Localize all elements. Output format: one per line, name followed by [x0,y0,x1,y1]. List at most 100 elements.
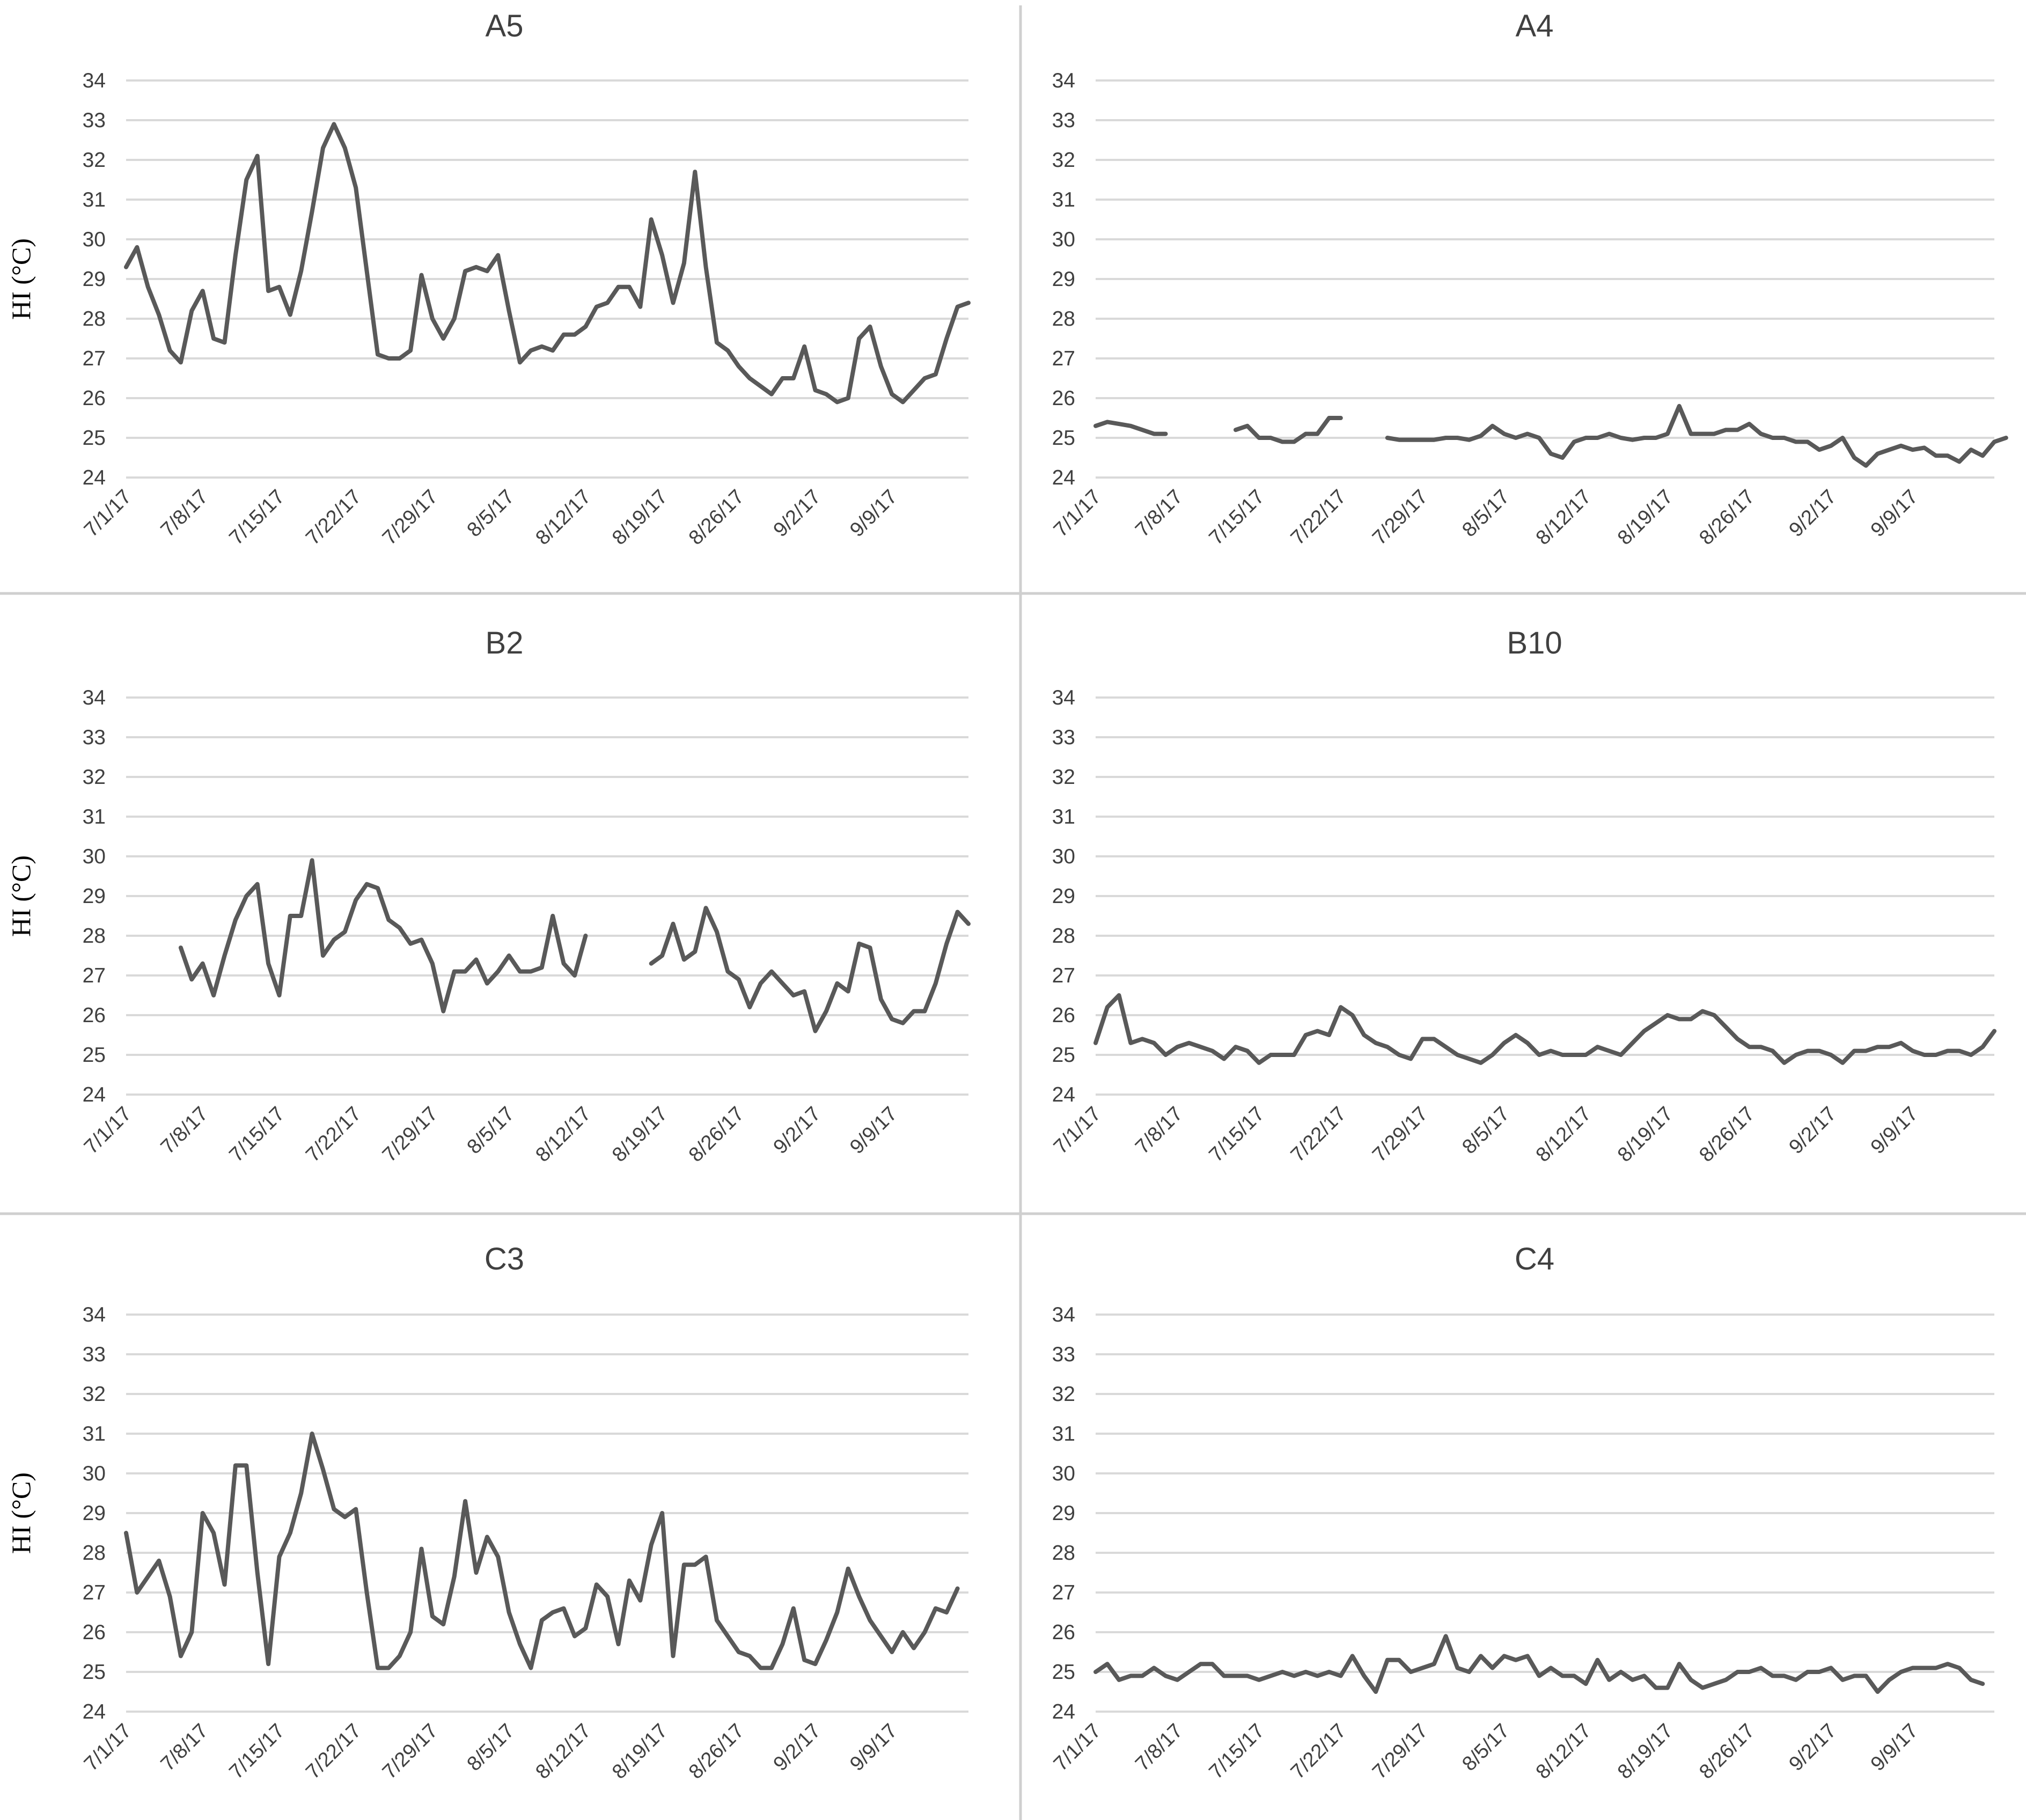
x-tick-label: 7/15/17 [1205,1720,1269,1784]
x-tick-label: 9/2/17 [1785,486,1840,541]
x-tick-label: 7/29/17 [1368,1720,1432,1784]
series-line-0 [1093,403,2008,468]
y-tick-label: 34 [1052,686,1075,709]
y-tick-label: 26 [83,1621,106,1644]
y-tick-label: 29 [1052,1502,1075,1525]
y-tick-label: 29 [83,268,106,291]
x-tick-label: 8/5/17 [1458,1103,1514,1158]
x-tick-label: 7/15/17 [225,1720,289,1784]
x-tick-label: 8/5/17 [463,1103,519,1158]
x-tick-label: 9/9/17 [846,1103,901,1158]
y-tick-label: 31 [1052,805,1075,828]
x-tick-label: 7/8/17 [1131,1103,1187,1158]
x-tick-label: 8/19/17 [608,1103,672,1166]
x-tick-label: 9/2/17 [1785,1720,1840,1775]
x-tick-label: 8/12/17 [531,486,595,549]
y-tick-label: 27 [83,347,106,370]
y-tick-label: 29 [83,885,106,908]
x-tick-label: 7/29/17 [378,1720,442,1784]
x-tick-label: 8/26/17 [1695,1720,1759,1784]
panel-title: C4 [1515,1242,1554,1276]
x-tick-label: 9/9/17 [846,1720,901,1775]
x-tick-label: 7/8/17 [1131,486,1187,541]
x-tick-label: 8/5/17 [1458,486,1514,541]
panel-a5: A5 24 25 26 27 28 29 30 31 32 33 34 HI (°C) 7/1/17 7/8… [6,9,971,549]
x-tick-label: 8/12/17 [1532,1103,1596,1166]
y-tick-label: 26 [1052,1004,1075,1027]
y-tick-label: 24 [83,466,106,489]
x-tick-label: 7/8/17 [157,1720,212,1775]
y-tick-label: 34 [83,1303,106,1326]
y-tick-label: 34 [83,686,106,709]
x-tick-label: 7/29/17 [1368,486,1432,549]
x-tick-label: 7/15/17 [1205,1103,1269,1166]
y-tick-label: 32 [1052,766,1075,789]
y-tick-label: 33 [1052,726,1075,749]
x-tick-label: 9/9/17 [846,486,901,541]
x-tick-label: 7/22/17 [302,1103,365,1166]
x-tick-label: 7/15/17 [225,1103,289,1166]
y-tick-label: 32 [83,766,106,789]
y-tick-label: 24 [83,1083,106,1106]
panel-title: B10 [1507,626,1562,661]
x-tick-label: 7/15/17 [225,486,289,549]
y-tick-label: 30 [1052,845,1075,868]
x-tick-label: 8/5/17 [1458,1720,1514,1775]
y-tick-label: 27 [83,1581,106,1604]
x-tick-label: 8/26/17 [685,486,748,549]
x-tick-label: 8/12/17 [531,1103,595,1166]
y-tick-label: 29 [1052,268,1075,291]
y-tick-label: 27 [1052,964,1075,987]
x-tick-label: 7/1/17 [1049,1720,1105,1775]
y-tick-label: 28 [83,924,106,948]
x-tick-label: 8/12/17 [531,1720,595,1784]
panel-b10: B10 24 25 26 27 28 29 30 31 32 33 34 7/1/17 7/8/17 7/1… [1049,626,1996,1166]
panel-title: C3 [485,1242,524,1276]
y-tick-label: 32 [83,1383,106,1406]
y-tick-label: 25 [83,1044,106,1067]
x-tick-label: 8/19/17 [1613,1103,1677,1166]
x-tick-label: 8/12/17 [1532,486,1596,549]
x-tick-label: 8/19/17 [1613,1720,1677,1784]
y-tick-label: 24 [1052,1083,1075,1106]
y-axis-label: HI (°C) [6,855,36,937]
series-line-0 [1093,993,1996,1065]
y-tick-label: 24 [83,1700,106,1723]
x-tick-label: 7/1/17 [1049,486,1105,541]
y-tick-label: 32 [83,149,106,172]
y-tick-label: 30 [1052,228,1075,251]
y-tick-label: 32 [1052,149,1075,172]
y-tick-label: 24 [1052,1700,1075,1723]
x-tick-label: 9/2/17 [769,1720,825,1775]
x-tick-label: 7/1/17 [80,486,136,541]
x-tick-label: 9/9/17 [1867,486,1922,541]
y-tick-label: 30 [83,845,106,868]
y-tick-label: 26 [1052,1621,1075,1644]
y-tick-label: 31 [83,805,106,828]
panel-c4: C4 24 25 26 27 28 29 30 31 32 33 34 7/1/17 7/8/17 7/15… [1049,1242,1994,1784]
y-tick-label: 28 [1052,924,1075,948]
x-tick-label: 7/22/17 [1287,486,1350,549]
panel-b2: B2 24 25 26 27 28 29 30 31 32 33 34 HI (°C) 7/1/17 7/8… [6,626,971,1166]
panel-c3: C3 24 25 26 27 28 29 30 31 32 33 34 HI (°C) 7/1/17 7/8… [6,1242,968,1784]
x-tick-label: 8/19/17 [608,1720,672,1784]
y-tick-label: 25 [1052,427,1075,450]
x-tick-label: 7/22/17 [1287,1720,1350,1784]
y-tick-label: 31 [83,188,106,211]
y-tick-label: 34 [1052,1303,1075,1326]
y-tick-label: 27 [83,964,106,987]
y-tick-label: 25 [83,1661,106,1684]
x-tick-label: 7/15/17 [1205,486,1269,549]
y-tick-label: 29 [1052,885,1075,908]
x-tick-label: 7/29/17 [378,486,442,549]
y-tick-label: 33 [83,109,106,132]
y-tick-label: 26 [83,387,106,410]
y-tick-label: 25 [1052,1044,1075,1067]
y-axis-label: HI (°C) [6,1472,36,1554]
x-tick-label: 8/5/17 [463,1720,519,1775]
y-tick-label: 34 [1052,69,1075,92]
x-tick-label: 8/5/17 [463,486,519,541]
x-tick-label: 7/29/17 [1368,1103,1432,1166]
x-tick-label: 7/1/17 [80,1720,136,1775]
